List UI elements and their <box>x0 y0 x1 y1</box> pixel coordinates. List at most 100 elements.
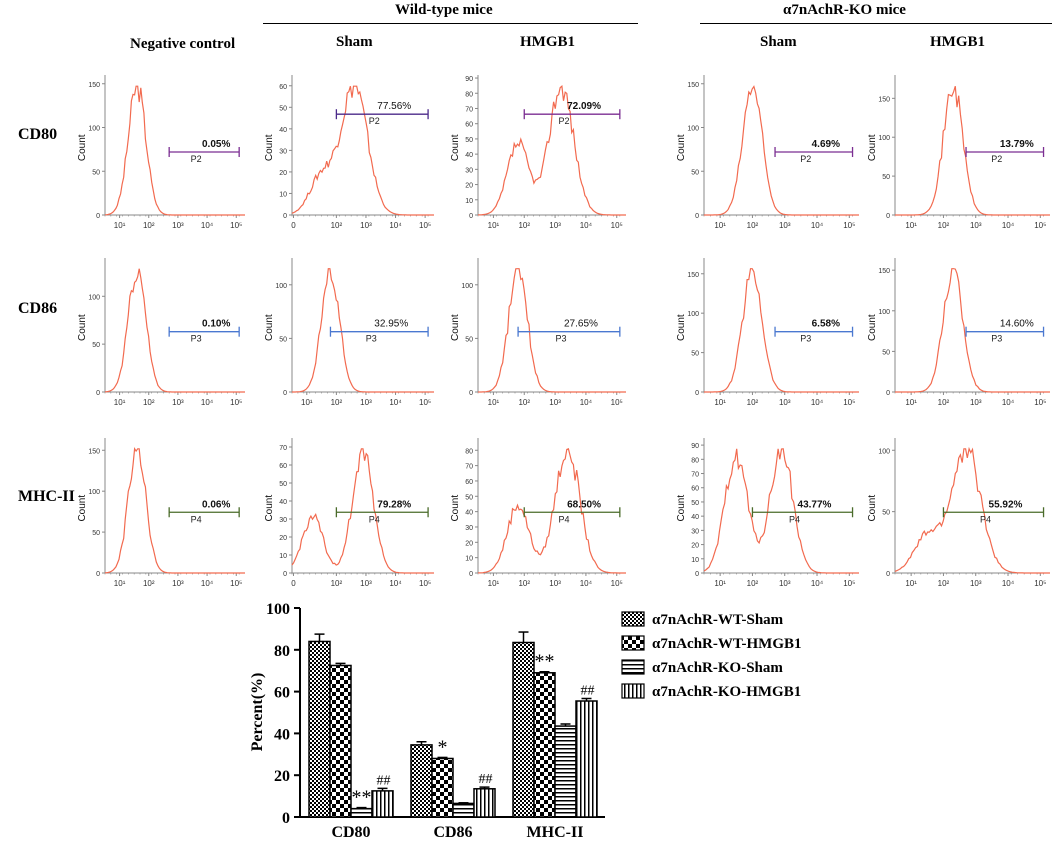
histogram-x-tick-label: 10¹ <box>905 579 917 588</box>
gate-label: P2 <box>191 154 202 164</box>
gate-percent: 0.10% <box>202 319 230 330</box>
gate-percent: 72.09% <box>567 101 601 112</box>
histogram-x-tick-label: 10² <box>747 579 759 588</box>
histogram-ylabel: Count <box>77 314 88 341</box>
histogram-y-tick-label: 70 <box>465 106 473 113</box>
histogram-x-tick-label: 0 <box>291 221 296 230</box>
histogram-y-tick-label: 50 <box>92 342 100 349</box>
histogram-x-tick-label: 10² <box>143 221 155 230</box>
histogram-curve <box>478 268 626 393</box>
histogram-x-tick-label: 10⁴ <box>1002 398 1015 407</box>
histogram-y-tick-label: 50 <box>691 351 699 358</box>
histogram-x-tick-label: 10⁵ <box>843 221 855 230</box>
legend-label: α7nAchR-KO-Sham <box>652 660 783 676</box>
histogram-y-tick-label: 90 <box>691 443 699 450</box>
group-header-wild-type: Wild-type mice <box>395 2 493 18</box>
histogram-x-tick-label: 10⁴ <box>389 398 402 407</box>
histogram-x-tick-label: 10⁵ <box>611 398 623 407</box>
gate-label: P2 <box>800 154 811 164</box>
histogram-x-tick-label: 10³ <box>172 579 184 588</box>
histogram-x-tick-label: 10³ <box>779 579 791 588</box>
histogram-ylabel: Count <box>450 314 461 341</box>
histogram-y-tick-label: 60 <box>465 479 473 486</box>
gate-label: P4 <box>191 514 202 524</box>
histogram-ylabel: Count <box>77 134 88 161</box>
histogram-y-tick-label: 50 <box>882 174 890 181</box>
bar <box>410 744 433 818</box>
histogram-x-tick-label: 10³ <box>779 398 791 407</box>
histogram-x-tick-label: 10⁵ <box>230 398 242 407</box>
histogram-curve <box>478 85 626 216</box>
gate-label: P2 <box>559 116 570 126</box>
histogram-x-tick-label: 10⁴ <box>811 221 824 230</box>
histogram-panel: 0 50 100 150 Count 10¹ 10² 10³ 10⁴ 10⁵ P24.69% <box>676 75 859 230</box>
group-header-ko: α7nAchR-KO mice <box>783 2 906 18</box>
histogram-x-tick-label: 10¹ <box>114 579 126 588</box>
significance-marker: ** <box>535 651 555 673</box>
gate-label: P4 <box>980 514 991 524</box>
histogram-x-tick-label: 10¹ <box>714 579 726 588</box>
histogram-y-tick-label: 40 <box>279 499 287 506</box>
histogram-y-tick-label: 30 <box>691 528 699 535</box>
bar <box>371 790 394 818</box>
histogram-y-tick-label: 50 <box>279 481 287 488</box>
histogram-x-tick-label: 10⁵ <box>419 579 431 588</box>
bar <box>533 672 556 818</box>
histogram-x-tick-label: 10² <box>938 398 950 407</box>
histogram-curve <box>291 448 434 574</box>
histogram-y-tick-label: 100 <box>461 283 473 290</box>
histogram-y-tick-label: 0 <box>695 390 699 397</box>
histogram-y-tick-label: 20 <box>279 170 287 177</box>
gate-label: P3 <box>800 334 811 344</box>
histogram-y-tick-label: 150 <box>687 272 699 279</box>
legend-swatch <box>621 635 645 651</box>
histogram-x-tick-label: 10⁵ <box>419 221 431 230</box>
histogram-x-tick-label: 10² <box>938 579 950 588</box>
histogram-curve <box>703 448 859 574</box>
histogram-ylabel: Count <box>450 134 461 161</box>
histogram-panel: 0 50 100 150 Count 10¹ 10² 10³ 10⁴ 10⁵ P3 14.60% <box>867 258 1050 407</box>
gate-percent: 0.06% <box>202 499 230 510</box>
legend-label: α7nAchR-WT-Sham <box>652 612 784 628</box>
gate-percent: 77.56% <box>377 101 411 112</box>
histogram-x-tick-label: 10³ <box>549 579 561 588</box>
histogram-y-tick-label: 150 <box>88 448 100 455</box>
row-label-cd80: CD80 <box>18 126 58 143</box>
histogram-x-tick-label: 10⁵ <box>611 579 623 588</box>
histogram-panel: 0 50 100 Count 10¹ 10² 10³ 10⁴ 10⁵ P4 55.92% <box>867 438 1050 588</box>
histogram-x-tick-label: 10¹ <box>905 221 917 230</box>
histogram-panel: 0 50 100 150 Count 10¹ 10² 10³ 10⁴ 10⁵ P36.58% <box>676 258 859 407</box>
gate-percent: 14.60% <box>1000 319 1034 330</box>
histogram-y-tick-label: 100 <box>878 135 890 142</box>
histogram-panel: 0 50 100 150 Count 10¹ 10² 10³ 10⁴ 10⁵ P2 13.79% <box>867 75 1050 230</box>
histogram-y-tick-label: 100 <box>878 448 890 455</box>
histogram-x-tick-label: 10³ <box>360 398 372 407</box>
histogram-y-tick-label: 60 <box>691 486 699 493</box>
histogram-y-tick-label: 0 <box>469 213 473 220</box>
histogram-x-tick-label: 10⁴ <box>811 579 824 588</box>
histogram-curve <box>894 446 1050 574</box>
gate-percent: 0.05% <box>202 139 230 150</box>
histogram-y-tick-label: 70 <box>279 445 287 452</box>
histogram-y-tick-label: 100 <box>88 294 100 301</box>
histogram-x-tick-label: 10⁴ <box>1002 579 1015 588</box>
histogram-x-tick-label: 10¹ <box>114 221 126 230</box>
gate-label: P4 <box>369 514 380 524</box>
histogram-curve <box>292 268 434 393</box>
histogram-y-tick-label: 50 <box>691 500 699 507</box>
histogram-x-tick-label: 10³ <box>172 398 184 407</box>
histogram-x-tick-label: 10² <box>143 398 155 407</box>
col-header-wt-sham: Sham <box>336 34 373 50</box>
histogram-y-tick-label: 40 <box>279 127 287 134</box>
histogram-y-tick-label: 90 <box>465 76 473 83</box>
histogram-ylabel: Count <box>867 134 878 161</box>
histogram-y-tick-label: 80 <box>465 448 473 455</box>
histogram-curve <box>291 85 434 216</box>
histogram-y-tick-label: 60 <box>279 463 287 470</box>
histogram-x-tick-label: 10³ <box>360 221 372 230</box>
group-header-ko-line <box>700 23 1052 24</box>
histogram-x-tick-label: 10¹ <box>114 398 126 407</box>
histogram-y-tick-label: 150 <box>878 268 890 275</box>
histogram-x-tick-label: 10⁴ <box>1002 221 1015 230</box>
bar-chart: Percent(%) 0 20 40 60 80 100 ** ## CD80 * ## CD86 **… <box>249 601 802 841</box>
